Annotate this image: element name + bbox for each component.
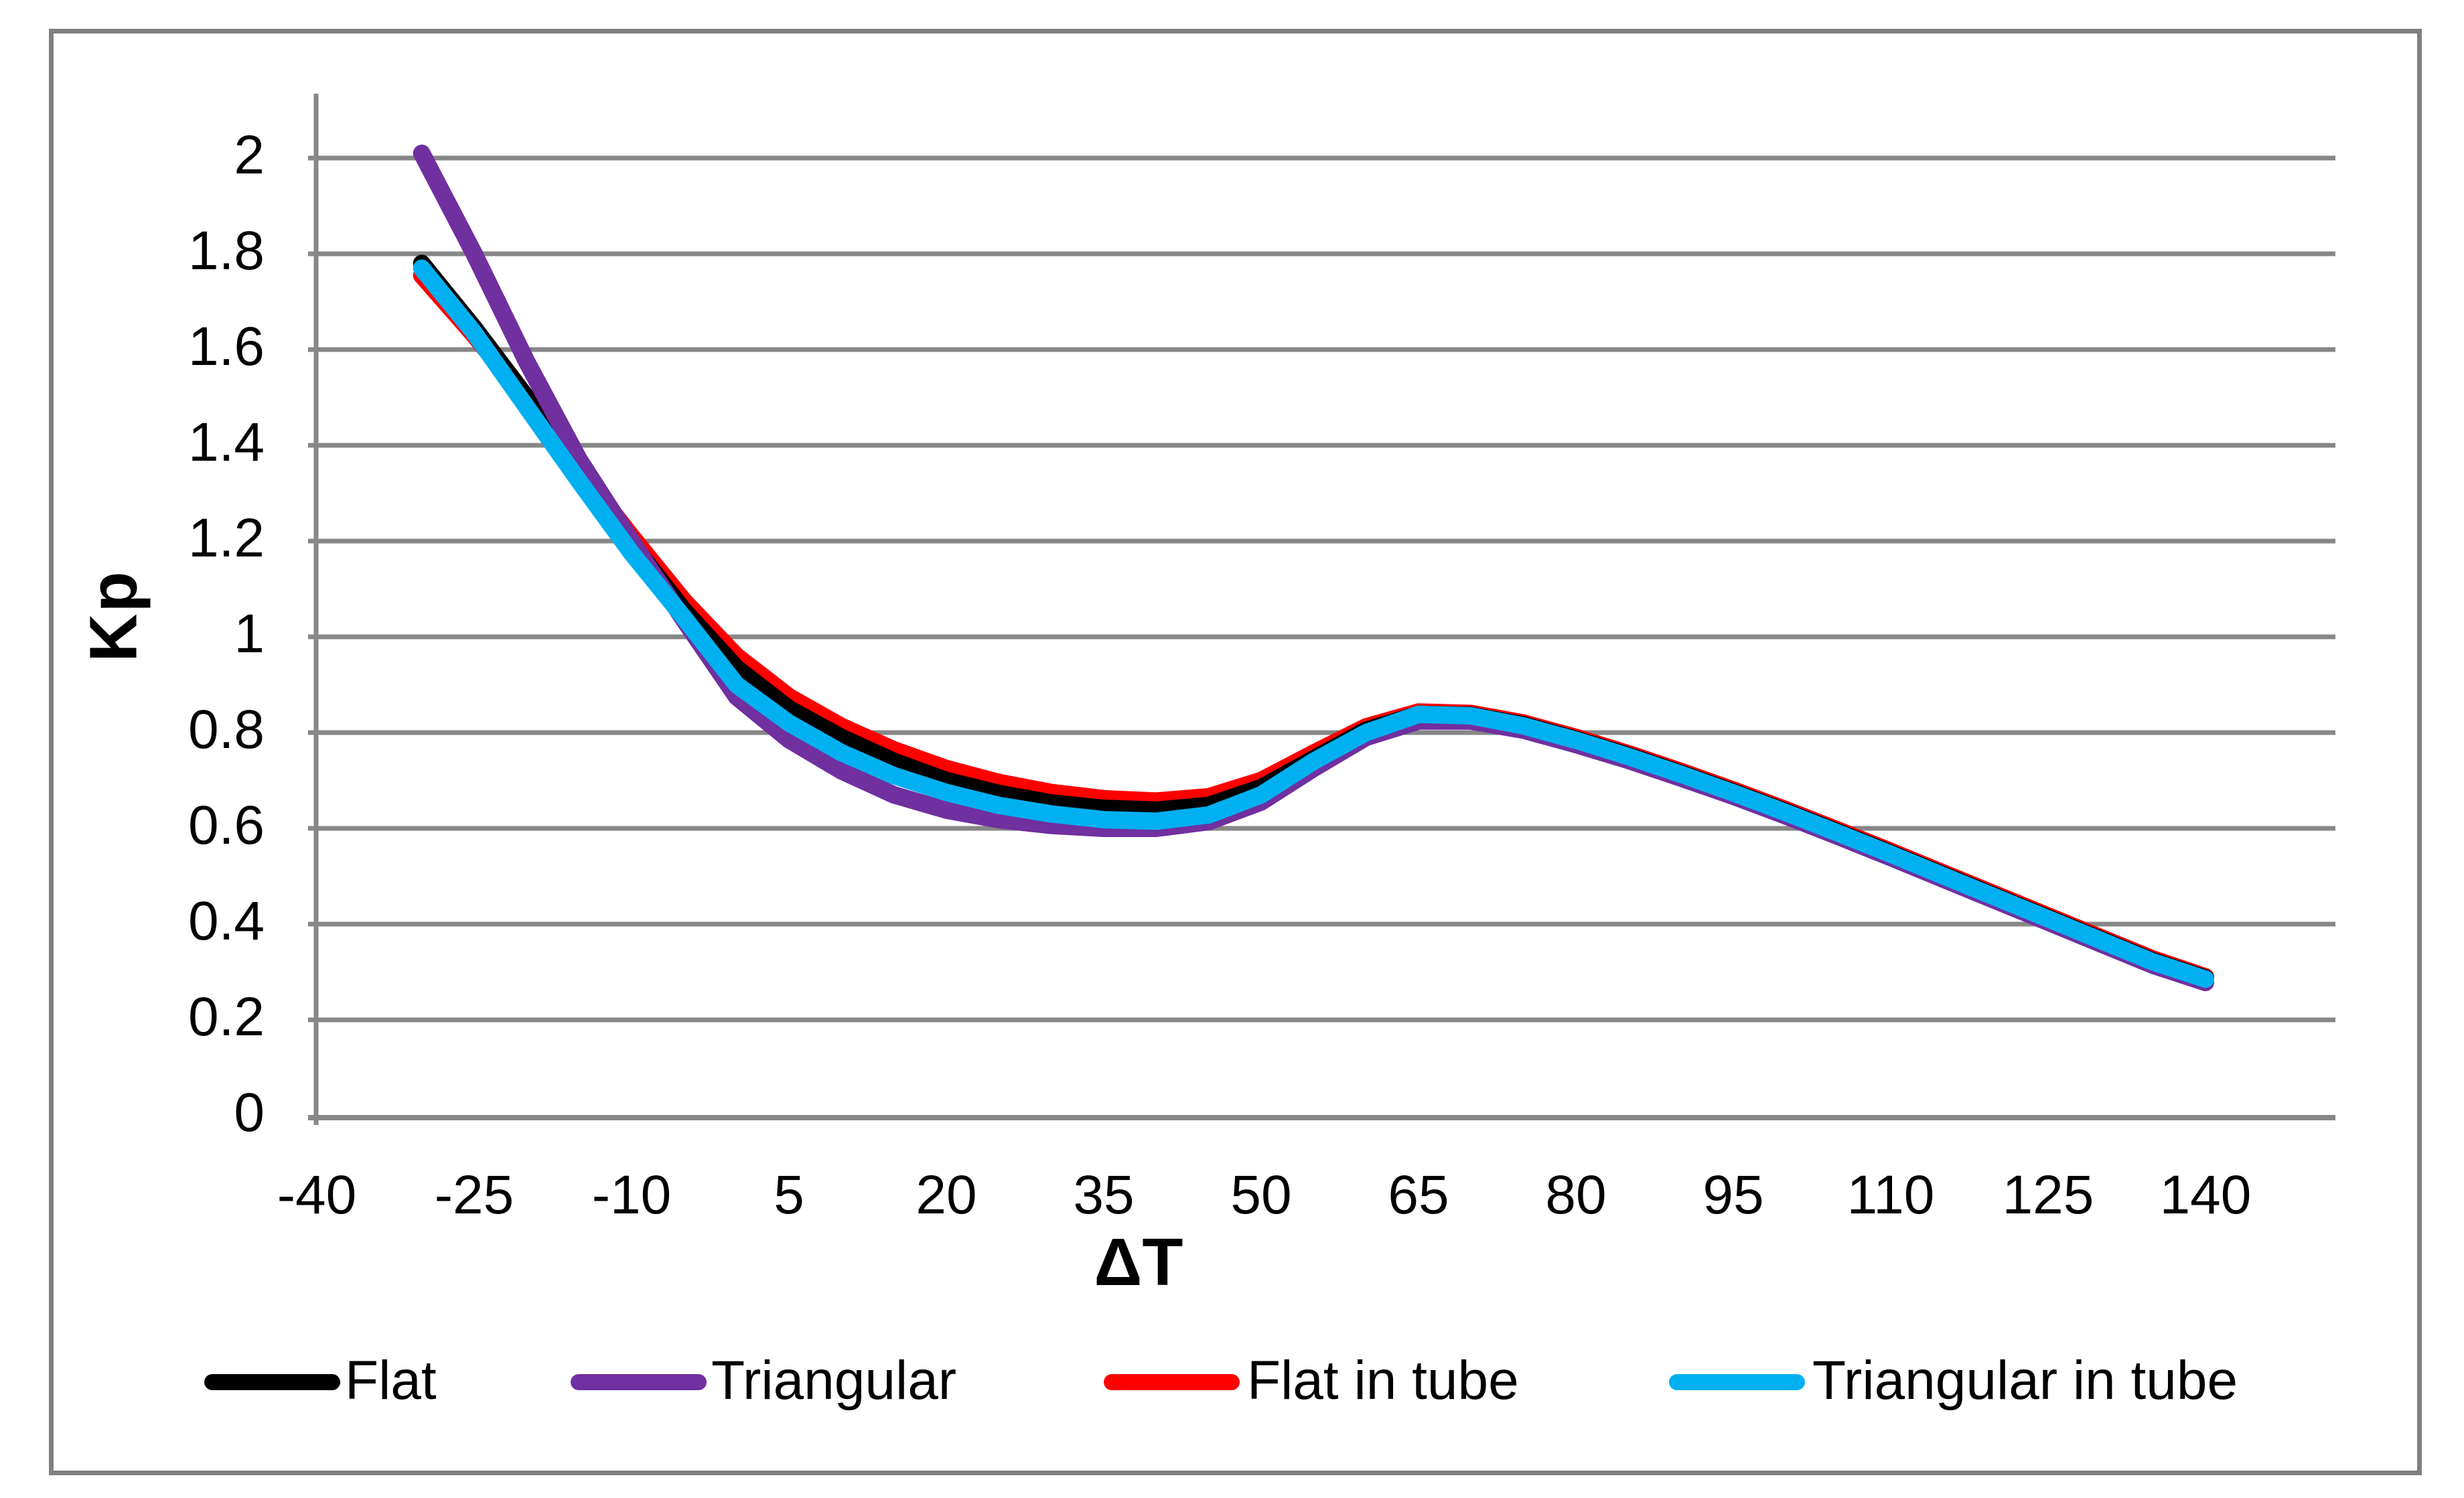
legend-label-triangular-in-tube: Triangular in tube (1812, 1350, 2238, 1412)
x-tick-label: 80 (1545, 1165, 1607, 1225)
x-axis-title: ΔT (1094, 1225, 1183, 1300)
series-line-triangular (413, 144, 2214, 992)
x-tick-label: 95 (1702, 1165, 1764, 1225)
legend-label-flat-in-tube: Flat in tube (1247, 1350, 1519, 1412)
legend-swatch-triangular-in-tube (1669, 1374, 1805, 1390)
x-tick-label: 125 (2002, 1165, 2094, 1225)
y-tick-label: 1.8 (188, 220, 265, 282)
x-tick-label: -40 (277, 1165, 357, 1225)
y-tick-label: 1.6 (188, 316, 265, 378)
y-tick-label: 1 (234, 603, 265, 665)
chart-border (49, 29, 2422, 1475)
series-line-triangular-in-tube (413, 259, 2214, 988)
x-tick-label: 5 (774, 1165, 804, 1225)
legend-label-flat: Flat (345, 1350, 437, 1412)
x-tick-label: 50 (1230, 1165, 1292, 1225)
x-tick-label: 110 (1846, 1165, 1935, 1225)
y-tick-label: 0.2 (188, 986, 265, 1048)
y-tick-label: 0.6 (188, 795, 265, 856)
y-tick-label: 2 (234, 125, 265, 186)
y-tick-label: 0.8 (188, 699, 265, 761)
y-tick-label: 0 (234, 1082, 265, 1144)
x-tick-label: 35 (1073, 1165, 1135, 1225)
x-tick-label: 65 (1388, 1165, 1449, 1225)
y-tick-label: 1.2 (188, 508, 265, 569)
x-tick-label: 140 (2159, 1165, 2252, 1225)
y-tick-label: 1.4 (188, 412, 265, 473)
x-tick-label: 20 (916, 1165, 977, 1225)
legend-swatch-flat (204, 1374, 340, 1390)
legend-swatch-triangular (571, 1374, 707, 1390)
y-tick-label: 0.4 (188, 891, 265, 952)
legend-swatch-flat-in-tube (1104, 1374, 1240, 1390)
x-tick-label: -10 (591, 1165, 672, 1225)
x-tick-label: -25 (434, 1165, 514, 1225)
legend-label-triangular: Triangular (711, 1350, 957, 1412)
